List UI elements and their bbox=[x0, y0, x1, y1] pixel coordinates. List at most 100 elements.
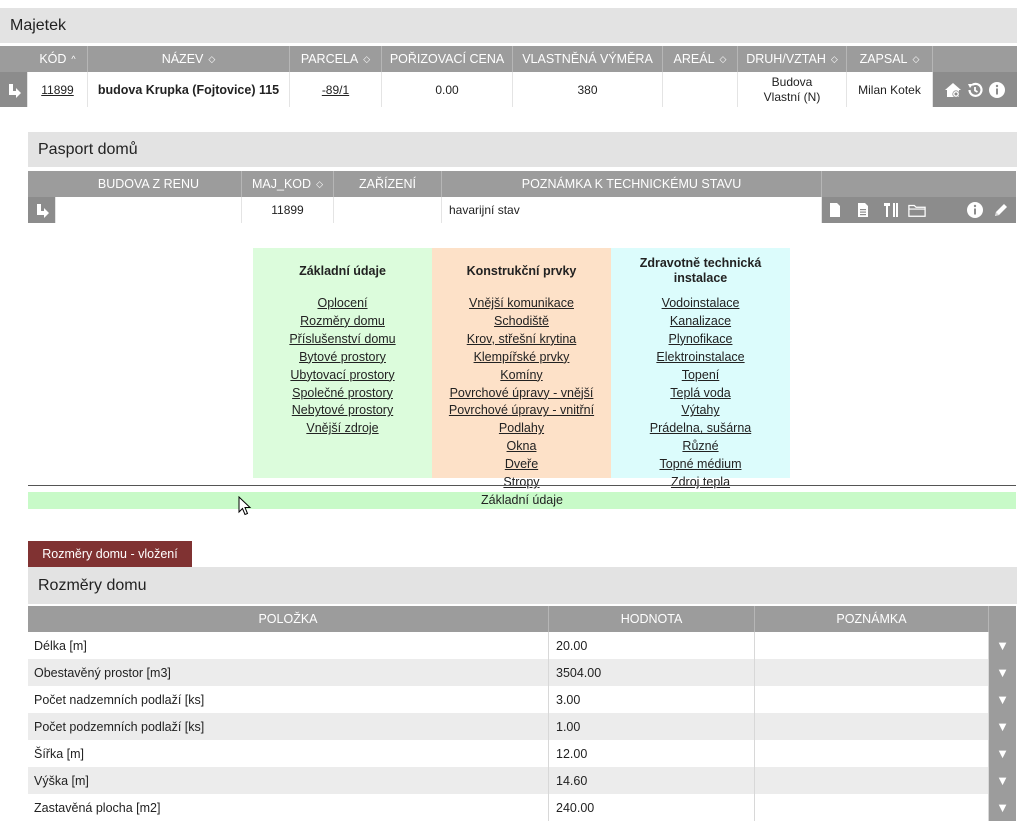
majetek-row: 11899 budova Krupka (Fojtovice) 115 -89/… bbox=[0, 72, 1017, 107]
tools-icon[interactable] bbox=[882, 201, 900, 219]
row-poznamka bbox=[755, 767, 989, 794]
col-zapsal[interactable]: ZAPSAL ◇ bbox=[847, 46, 933, 72]
link-oploceni[interactable]: Oplocení bbox=[317, 296, 368, 310]
table-row[interactable]: Výška [m] 14.60 ▼ bbox=[28, 767, 1016, 794]
link-plynofikace[interactable]: Plynofikace bbox=[668, 331, 733, 346]
col-vlastnena-vymera[interactable]: VLASTNĚNÁ VÝMĚRA bbox=[513, 46, 663, 72]
edit-pencil-icon[interactable] bbox=[992, 201, 1010, 219]
link-klempirske-prvky[interactable]: Klempířské prvky bbox=[473, 349, 570, 364]
col-zarizeni[interactable]: ZAŘÍZENÍ bbox=[334, 171, 442, 197]
link-pradelna-susarna[interactable]: Prádelna, sušárna bbox=[649, 421, 752, 436]
link-podlahy[interactable]: Podlahy bbox=[498, 421, 545, 436]
category-konstrukcni-prvky: Konstrukční prvky Vnější komunikace Scho… bbox=[432, 248, 611, 489]
divider bbox=[28, 485, 1016, 486]
pasport-header: BUDOVA Z RENU MAJ_KOD ◇ ZAŘÍZENÍ POZNÁMKA… bbox=[28, 171, 1016, 197]
rozmery-header: POLOŽKA HODNOTA POZNÁMKA bbox=[28, 606, 1016, 632]
link-elektroinstalace[interactable]: Elektroinstalace bbox=[656, 349, 745, 364]
col-maj-kod[interactable]: MAJ_KOD ◇ bbox=[242, 171, 334, 197]
link-vodoinstalace[interactable]: Vodoinstalace bbox=[661, 296, 740, 310]
category-title: Základní údaje bbox=[299, 263, 386, 278]
link-stropy[interactable]: Stropy bbox=[503, 475, 540, 490]
table-row[interactable]: Délka [m] 20.00 ▼ bbox=[28, 632, 1016, 659]
table-row[interactable]: Počet nadzemních podlaží [ks] 3.00 ▼ bbox=[28, 686, 1016, 713]
pasport-header-spacer bbox=[28, 171, 56, 197]
col-polozka[interactable]: POLOŽKA bbox=[28, 606, 549, 632]
col-hodnota[interactable]: HODNOTA bbox=[549, 606, 755, 632]
col-poznamka-stav[interactable]: POZNÁMKA K TECHNICKÉMU STAVU bbox=[442, 171, 822, 197]
majetek-parcela[interactable]: -89/1 bbox=[290, 72, 382, 107]
majetek-zapsal: Milan Kotek bbox=[847, 72, 933, 107]
link-povrchove-upravy-vnitrni[interactable]: Povrchové úpravy - vnitřní bbox=[448, 403, 595, 418]
link-nebytove-prostory[interactable]: Nebytové prostory bbox=[291, 403, 394, 418]
link-povrchove-upravy-vnejsi[interactable]: Povrchové úpravy - vnější bbox=[449, 385, 594, 400]
category-title: Konstrukční prvky bbox=[466, 263, 577, 278]
link-zdroj-tepla[interactable]: Zdroj tepla bbox=[670, 475, 731, 490]
document-lines-icon[interactable] bbox=[854, 201, 872, 219]
row-expand-icon[interactable] bbox=[0, 72, 28, 107]
rozmery-insert-button[interactable]: Rozměry domu - vložení bbox=[28, 541, 192, 567]
row-hodnota: 240.00 bbox=[549, 794, 755, 821]
link-ruzne[interactable]: Různé bbox=[682, 439, 719, 454]
row-menu-icon[interactable]: ▼ bbox=[989, 767, 1016, 794]
link-vnejsi-komunikace[interactable]: Vnější komunikace bbox=[469, 296, 574, 310]
link-krov-stresni-krytina[interactable]: Krov, střešní krytina bbox=[466, 331, 577, 346]
col-nazev[interactable]: NÁZEV ◇ bbox=[88, 46, 290, 72]
pasport-info-icon[interactable] bbox=[966, 201, 984, 219]
majetek-title: Majetek bbox=[0, 8, 1017, 43]
link-okna[interactable]: Okna bbox=[506, 439, 537, 454]
link-kominy[interactable]: Komíny bbox=[500, 367, 543, 382]
row-menu-icon[interactable]: ▼ bbox=[989, 659, 1016, 686]
link-topeni[interactable]: Topení bbox=[681, 367, 720, 382]
table-row[interactable]: Obestavěný prostor [m3] 3504.00 ▼ bbox=[28, 659, 1016, 686]
majetek-header: KÓD ^ NÁZEV ◇ PARCELA ◇ POŘIZOVACÍ CENA VLA… bbox=[0, 46, 1017, 72]
row-menu-icon[interactable]: ▼ bbox=[989, 794, 1016, 821]
col-porizovaci-cena[interactable]: POŘIZOVACÍ CENA bbox=[382, 46, 513, 72]
table-row[interactable]: Šířka [m] 12.00 ▼ bbox=[28, 740, 1016, 767]
majetek-kod[interactable]: 11899 bbox=[28, 72, 88, 107]
col-kod[interactable]: KÓD ^ bbox=[28, 46, 88, 72]
category-zakladni-udaje: Základní údaje Oplocení Rozměry domu Pří… bbox=[253, 248, 432, 478]
row-polozka: Obestavěný prostor [m3] bbox=[28, 659, 549, 686]
link-vnejsi-zdroje[interactable]: Vnější zdroje bbox=[306, 421, 379, 436]
folder-icon[interactable] bbox=[908, 201, 926, 219]
document-icon[interactable] bbox=[826, 201, 844, 219]
link-dvere[interactable]: Dveře bbox=[504, 457, 539, 472]
pasport-row-expand-icon[interactable] bbox=[28, 197, 56, 223]
link-ubytovaci-prostory[interactable]: Ubytovací prostory bbox=[290, 367, 395, 382]
row-poznamka bbox=[755, 740, 989, 767]
selected-category-bar: Základní údaje bbox=[28, 492, 1016, 509]
pasport-row: 11899 havarijní stav bbox=[28, 197, 1016, 223]
col-areal[interactable]: AREÁL ◇ bbox=[663, 46, 738, 72]
row-polozka: Délka [m] bbox=[28, 632, 549, 659]
history-icon[interactable] bbox=[966, 81, 984, 99]
link-tepla-voda[interactable]: Teplá voda bbox=[670, 385, 731, 400]
link-kanalizace[interactable]: Kanalizace bbox=[669, 313, 732, 328]
link-bytove-prostory[interactable]: Bytové prostory bbox=[299, 349, 386, 364]
col-parcela[interactable]: PARCELA ◇ bbox=[290, 46, 382, 72]
link-rozmery-domu[interactable]: Rozměry domu bbox=[300, 313, 385, 328]
row-menu-icon[interactable]: ▼ bbox=[989, 740, 1016, 767]
category-title: Zdravotně technická instalace bbox=[639, 256, 762, 285]
col-budova-z-renu[interactable]: BUDOVA Z RENU bbox=[56, 171, 242, 197]
row-menu-icon[interactable]: ▼ bbox=[989, 713, 1016, 740]
majetek-areal bbox=[663, 72, 738, 107]
mouse-cursor-icon bbox=[238, 496, 252, 516]
table-row[interactable]: Zastavěná plocha [m2] 240.00 ▼ bbox=[28, 794, 1016, 821]
info-icon[interactable] bbox=[988, 81, 1006, 99]
link-schodiste[interactable]: Schodiště bbox=[494, 313, 549, 328]
col-druh-vztah[interactable]: DRUH/VZTAH ◇ bbox=[738, 46, 847, 72]
row-menu-icon[interactable]: ▼ bbox=[989, 686, 1016, 713]
category-panels: Základní údaje Oplocení Rozměry domu Pří… bbox=[253, 248, 790, 489]
col-poznamka[interactable]: POZNÁMKA bbox=[755, 606, 989, 632]
row-hodnota: 20.00 bbox=[549, 632, 755, 659]
house-settings-icon[interactable] bbox=[944, 81, 962, 99]
link-spolecne-prostory[interactable]: Společné prostory bbox=[292, 385, 393, 400]
row-hodnota: 3504.00 bbox=[549, 659, 755, 686]
table-row[interactable]: Počet podzemních podlaží [ks] 1.00 ▼ bbox=[28, 713, 1016, 740]
link-topne-medium[interactable]: Topné médium bbox=[659, 457, 742, 472]
pasport-header-actions bbox=[822, 171, 1016, 197]
link-vytahy[interactable]: Výtahy bbox=[681, 403, 720, 418]
row-menu-icon[interactable]: ▼ bbox=[989, 632, 1016, 659]
link-prislusenstvi-domu[interactable]: Příslušenství domu bbox=[289, 331, 396, 346]
pasport-poznamka: havarijní stav bbox=[442, 197, 822, 223]
